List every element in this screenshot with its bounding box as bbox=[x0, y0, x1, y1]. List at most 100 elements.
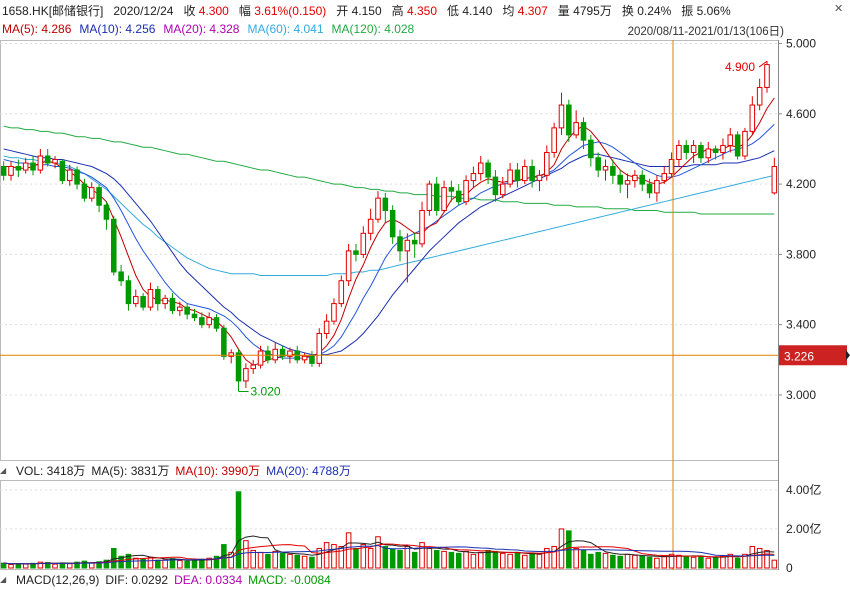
low-label: 低 bbox=[447, 4, 460, 18]
volume-bar bbox=[536, 553, 543, 569]
low-value: 4.140 bbox=[462, 4, 493, 18]
candle-body bbox=[30, 162, 36, 171]
candle-body bbox=[683, 144, 690, 153]
candle-body bbox=[66, 169, 73, 182]
candle-body bbox=[147, 289, 154, 308]
candle-body bbox=[389, 209, 396, 238]
candle-body bbox=[191, 313, 198, 319]
volume-tick-label: 0 bbox=[786, 561, 793, 575]
volume-bar bbox=[507, 553, 513, 569]
candle-body bbox=[103, 204, 110, 220]
volume-bar bbox=[727, 553, 734, 569]
close-value: 4.300 bbox=[198, 4, 229, 18]
candle-body bbox=[96, 187, 102, 206]
candle-body bbox=[433, 183, 440, 211]
candle-body bbox=[15, 166, 22, 171]
candle-body bbox=[544, 151, 550, 176]
candle-body bbox=[235, 352, 242, 382]
candle-body bbox=[309, 355, 315, 364]
candle-body bbox=[712, 148, 719, 153]
candle-body bbox=[551, 127, 557, 153]
volume-bar bbox=[624, 553, 631, 569]
volume-tick-label: 2.00亿 bbox=[786, 521, 821, 536]
quote-header: 1658.HK[邮储银行] 2020/12/24 收 4.300 幅 3.61%… bbox=[0, 0, 850, 21]
candle-body bbox=[360, 232, 367, 255]
candle-body bbox=[345, 250, 352, 282]
volume-ma20-line bbox=[3, 544, 775, 565]
volume-bar bbox=[250, 549, 256, 569]
candle-body bbox=[749, 104, 756, 132]
candle-body bbox=[206, 317, 212, 326]
volume-bar bbox=[639, 555, 645, 569]
candle-body bbox=[52, 158, 58, 164]
volume-bar bbox=[595, 551, 601, 569]
price-tick-label: 3.800 bbox=[786, 247, 816, 261]
volume-bar bbox=[455, 552, 462, 569]
volume-bar bbox=[522, 554, 528, 569]
volume-bar bbox=[676, 554, 682, 569]
candle-body bbox=[558, 104, 565, 129]
volume-bar bbox=[411, 551, 418, 569]
volume-bar bbox=[272, 550, 279, 569]
volume-bar bbox=[661, 555, 668, 569]
close-icon[interactable]: ✕ bbox=[834, 3, 844, 15]
avg-label: 均 bbox=[502, 4, 515, 18]
close-label: 收 bbox=[183, 4, 196, 18]
volume-bar bbox=[749, 546, 756, 569]
crosshair-price-label: 3.226 bbox=[784, 349, 814, 363]
collapse-triangle-icon[interactable]: ◢ bbox=[0, 574, 7, 584]
candle-body bbox=[485, 162, 491, 178]
candle-body bbox=[588, 139, 594, 159]
high-label: 高 bbox=[391, 4, 404, 18]
volume-bar bbox=[734, 557, 741, 569]
candle-body bbox=[573, 122, 579, 136]
volume-bar bbox=[323, 542, 330, 569]
volume-bar bbox=[492, 550, 499, 569]
candle-body bbox=[338, 280, 345, 305]
max-price-pointer bbox=[758, 60, 768, 68]
candle-body bbox=[22, 162, 29, 171]
volume-label: 量 bbox=[557, 4, 570, 18]
candle-body bbox=[133, 296, 139, 305]
volume-bar bbox=[463, 550, 469, 569]
candle-body bbox=[727, 134, 734, 146]
candle-body bbox=[455, 190, 462, 203]
candle-body bbox=[155, 289, 161, 305]
volume-bar bbox=[360, 544, 367, 569]
volume-bar bbox=[309, 556, 315, 569]
volume-bar bbox=[764, 549, 770, 569]
vol-ma20: MA(20): 4788万 bbox=[266, 464, 351, 478]
candle-body bbox=[492, 176, 499, 196]
volume-bar bbox=[52, 563, 58, 569]
price-tick-label: 3.400 bbox=[786, 318, 816, 332]
volume-bar bbox=[103, 559, 110, 569]
candle-body bbox=[507, 169, 513, 185]
candle-body bbox=[316, 332, 323, 364]
volume-bar bbox=[301, 555, 308, 569]
candle-body bbox=[301, 355, 308, 361]
volume-bar bbox=[712, 556, 719, 569]
candle-body bbox=[624, 180, 631, 185]
volume-bar bbox=[81, 560, 88, 569]
high-value: 4.350 bbox=[406, 4, 438, 18]
volume-bar bbox=[654, 557, 660, 569]
volume-bar bbox=[514, 551, 521, 569]
volume-bar bbox=[155, 559, 161, 569]
candle-body bbox=[720, 144, 726, 153]
candle-body bbox=[668, 158, 675, 175]
symbol-label: 1658.HK[邮储银行] bbox=[2, 4, 104, 18]
volume-bar bbox=[133, 557, 139, 569]
volume-bar bbox=[544, 547, 550, 569]
candle-body bbox=[529, 166, 535, 182]
volume-bar bbox=[279, 552, 286, 569]
volume-bar bbox=[22, 563, 29, 569]
ma60-line bbox=[3, 155, 775, 276]
volume-bar bbox=[551, 546, 557, 569]
volume-bar bbox=[617, 555, 623, 569]
collapse-triangle-icon[interactable]: ◢ bbox=[0, 465, 7, 475]
ma20-line bbox=[3, 148, 775, 356]
candle-body bbox=[382, 197, 389, 211]
volume-bar bbox=[367, 547, 374, 569]
min-price-label: 3.020 bbox=[251, 384, 281, 398]
